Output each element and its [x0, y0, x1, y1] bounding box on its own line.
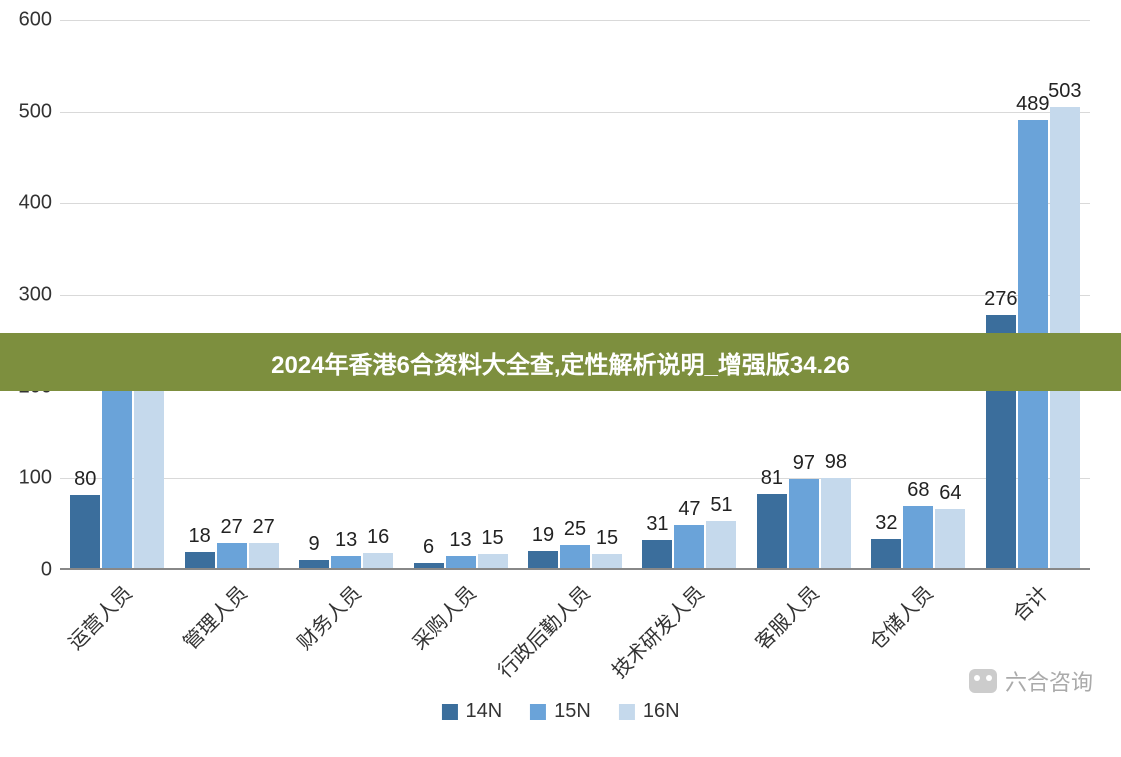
- plot-area: 010020030040050060080199217运营人员182727管理人…: [60, 20, 1090, 570]
- x-tick-label: 行政后勤人员: [490, 578, 595, 683]
- legend-swatch: [530, 704, 546, 720]
- y-tick-label: 400: [19, 192, 52, 215]
- bar-value-label: 27: [221, 516, 243, 539]
- bar: 19: [528, 551, 558, 568]
- bar: 80: [70, 495, 100, 568]
- bar: 98: [821, 478, 851, 568]
- x-tick-label: 采购人员: [404, 578, 481, 655]
- x-tick-label: 管理人员: [175, 578, 252, 655]
- bar-value-label: 32: [875, 512, 897, 535]
- bar-value-label: 276: [984, 288, 1017, 311]
- bar: 27: [249, 543, 279, 568]
- chart-container: 010020030040050060080199217运营人员182727管理人…: [0, 0, 1121, 757]
- x-tick-label: 客服人员: [747, 578, 824, 655]
- bar-value-label: 64: [939, 482, 961, 505]
- bar: 51: [706, 521, 736, 568]
- watermark: 六合咨询: [969, 665, 1093, 697]
- legend-item: 16N: [619, 700, 680, 723]
- bar: 15: [592, 554, 622, 568]
- bar: 9: [299, 560, 329, 568]
- bar-value-label: 15: [481, 527, 503, 550]
- bar: 6: [414, 563, 444, 569]
- legend-swatch: [619, 704, 635, 720]
- bar-value-label: 98: [825, 451, 847, 474]
- bar: 217: [134, 369, 164, 568]
- bar-value-label: 27: [253, 516, 275, 539]
- legend-item: 14N: [441, 700, 502, 723]
- bar-value-label: 15: [596, 527, 618, 550]
- bar: 32: [871, 539, 901, 568]
- bar-value-label: 6: [423, 536, 434, 559]
- watermark-text: 六合咨询: [1005, 665, 1093, 697]
- bar-value-label: 80: [74, 468, 96, 491]
- legend-label: 16N: [643, 700, 680, 723]
- legend-label: 14N: [465, 700, 502, 723]
- bar-value-label: 81: [761, 467, 783, 490]
- bar-value-label: 97: [793, 452, 815, 475]
- x-tick-label: 财务人员: [290, 578, 367, 655]
- bar-value-label: 9: [309, 533, 320, 556]
- bar: 64: [935, 509, 965, 568]
- y-tick-label: 600: [19, 9, 52, 32]
- bar-value-label: 51: [710, 494, 732, 517]
- legend: 14N 15N 16N: [441, 700, 679, 723]
- bar-value-label: 13: [449, 529, 471, 552]
- bar-value-label: 503: [1048, 80, 1081, 103]
- bar: 97: [789, 479, 819, 568]
- bar: 31: [642, 540, 672, 568]
- category-group: 91316财务人员: [289, 20, 403, 568]
- category-group: 182727管理人员: [174, 20, 288, 568]
- x-tick-label: 技术研发人员: [605, 578, 710, 683]
- bar: 47: [674, 525, 704, 568]
- category-group: 80199217运营人员: [60, 20, 174, 568]
- category-group: 61315采购人员: [403, 20, 517, 568]
- y-tick-label: 0: [41, 559, 52, 582]
- y-tick-label: 300: [19, 284, 52, 307]
- wechat-icon: [969, 669, 997, 693]
- bar: 13: [446, 556, 476, 568]
- legend-swatch: [441, 704, 457, 720]
- x-tick-label: 运营人员: [61, 578, 138, 655]
- category-group: 819798客服人员: [747, 20, 861, 568]
- bar-value-label: 18: [189, 525, 211, 548]
- bar-value-label: 68: [907, 479, 929, 502]
- bar-value-label: 25: [564, 518, 586, 541]
- bar: 25: [560, 545, 590, 568]
- banner-text: 2024年香港6合资料大全查,定性解析说明_增强版34.26: [271, 345, 850, 380]
- bar: 13: [331, 556, 361, 568]
- legend-label: 15N: [554, 700, 591, 723]
- bar: 199: [102, 386, 132, 568]
- bar-value-label: 47: [678, 498, 700, 521]
- bar-value-label: 13: [335, 529, 357, 552]
- x-tick-label: 合计: [1004, 578, 1053, 627]
- category-group: 326864仓储人员: [861, 20, 975, 568]
- bar: 18: [185, 552, 215, 569]
- bar: 81: [757, 494, 787, 568]
- bar: 68: [903, 506, 933, 568]
- category-group: 276489503合计: [976, 20, 1090, 568]
- bar-value-label: 31: [646, 513, 668, 536]
- overlay-banner: 2024年香港6合资料大全查,定性解析说明_增强版34.26: [0, 333, 1121, 391]
- bar-value-label: 489: [1016, 93, 1049, 116]
- y-tick-label: 100: [19, 467, 52, 490]
- bar: 27: [217, 543, 247, 568]
- category-group: 314751技术研发人员: [632, 20, 746, 568]
- category-group: 192515行政后勤人员: [518, 20, 632, 568]
- bar: 15: [478, 554, 508, 568]
- bar-value-label: 16: [367, 526, 389, 549]
- x-tick-label: 仓储人员: [862, 578, 939, 655]
- y-tick-label: 500: [19, 100, 52, 123]
- bar-value-label: 19: [532, 524, 554, 547]
- bar: 16: [363, 553, 393, 568]
- legend-item: 15N: [530, 700, 591, 723]
